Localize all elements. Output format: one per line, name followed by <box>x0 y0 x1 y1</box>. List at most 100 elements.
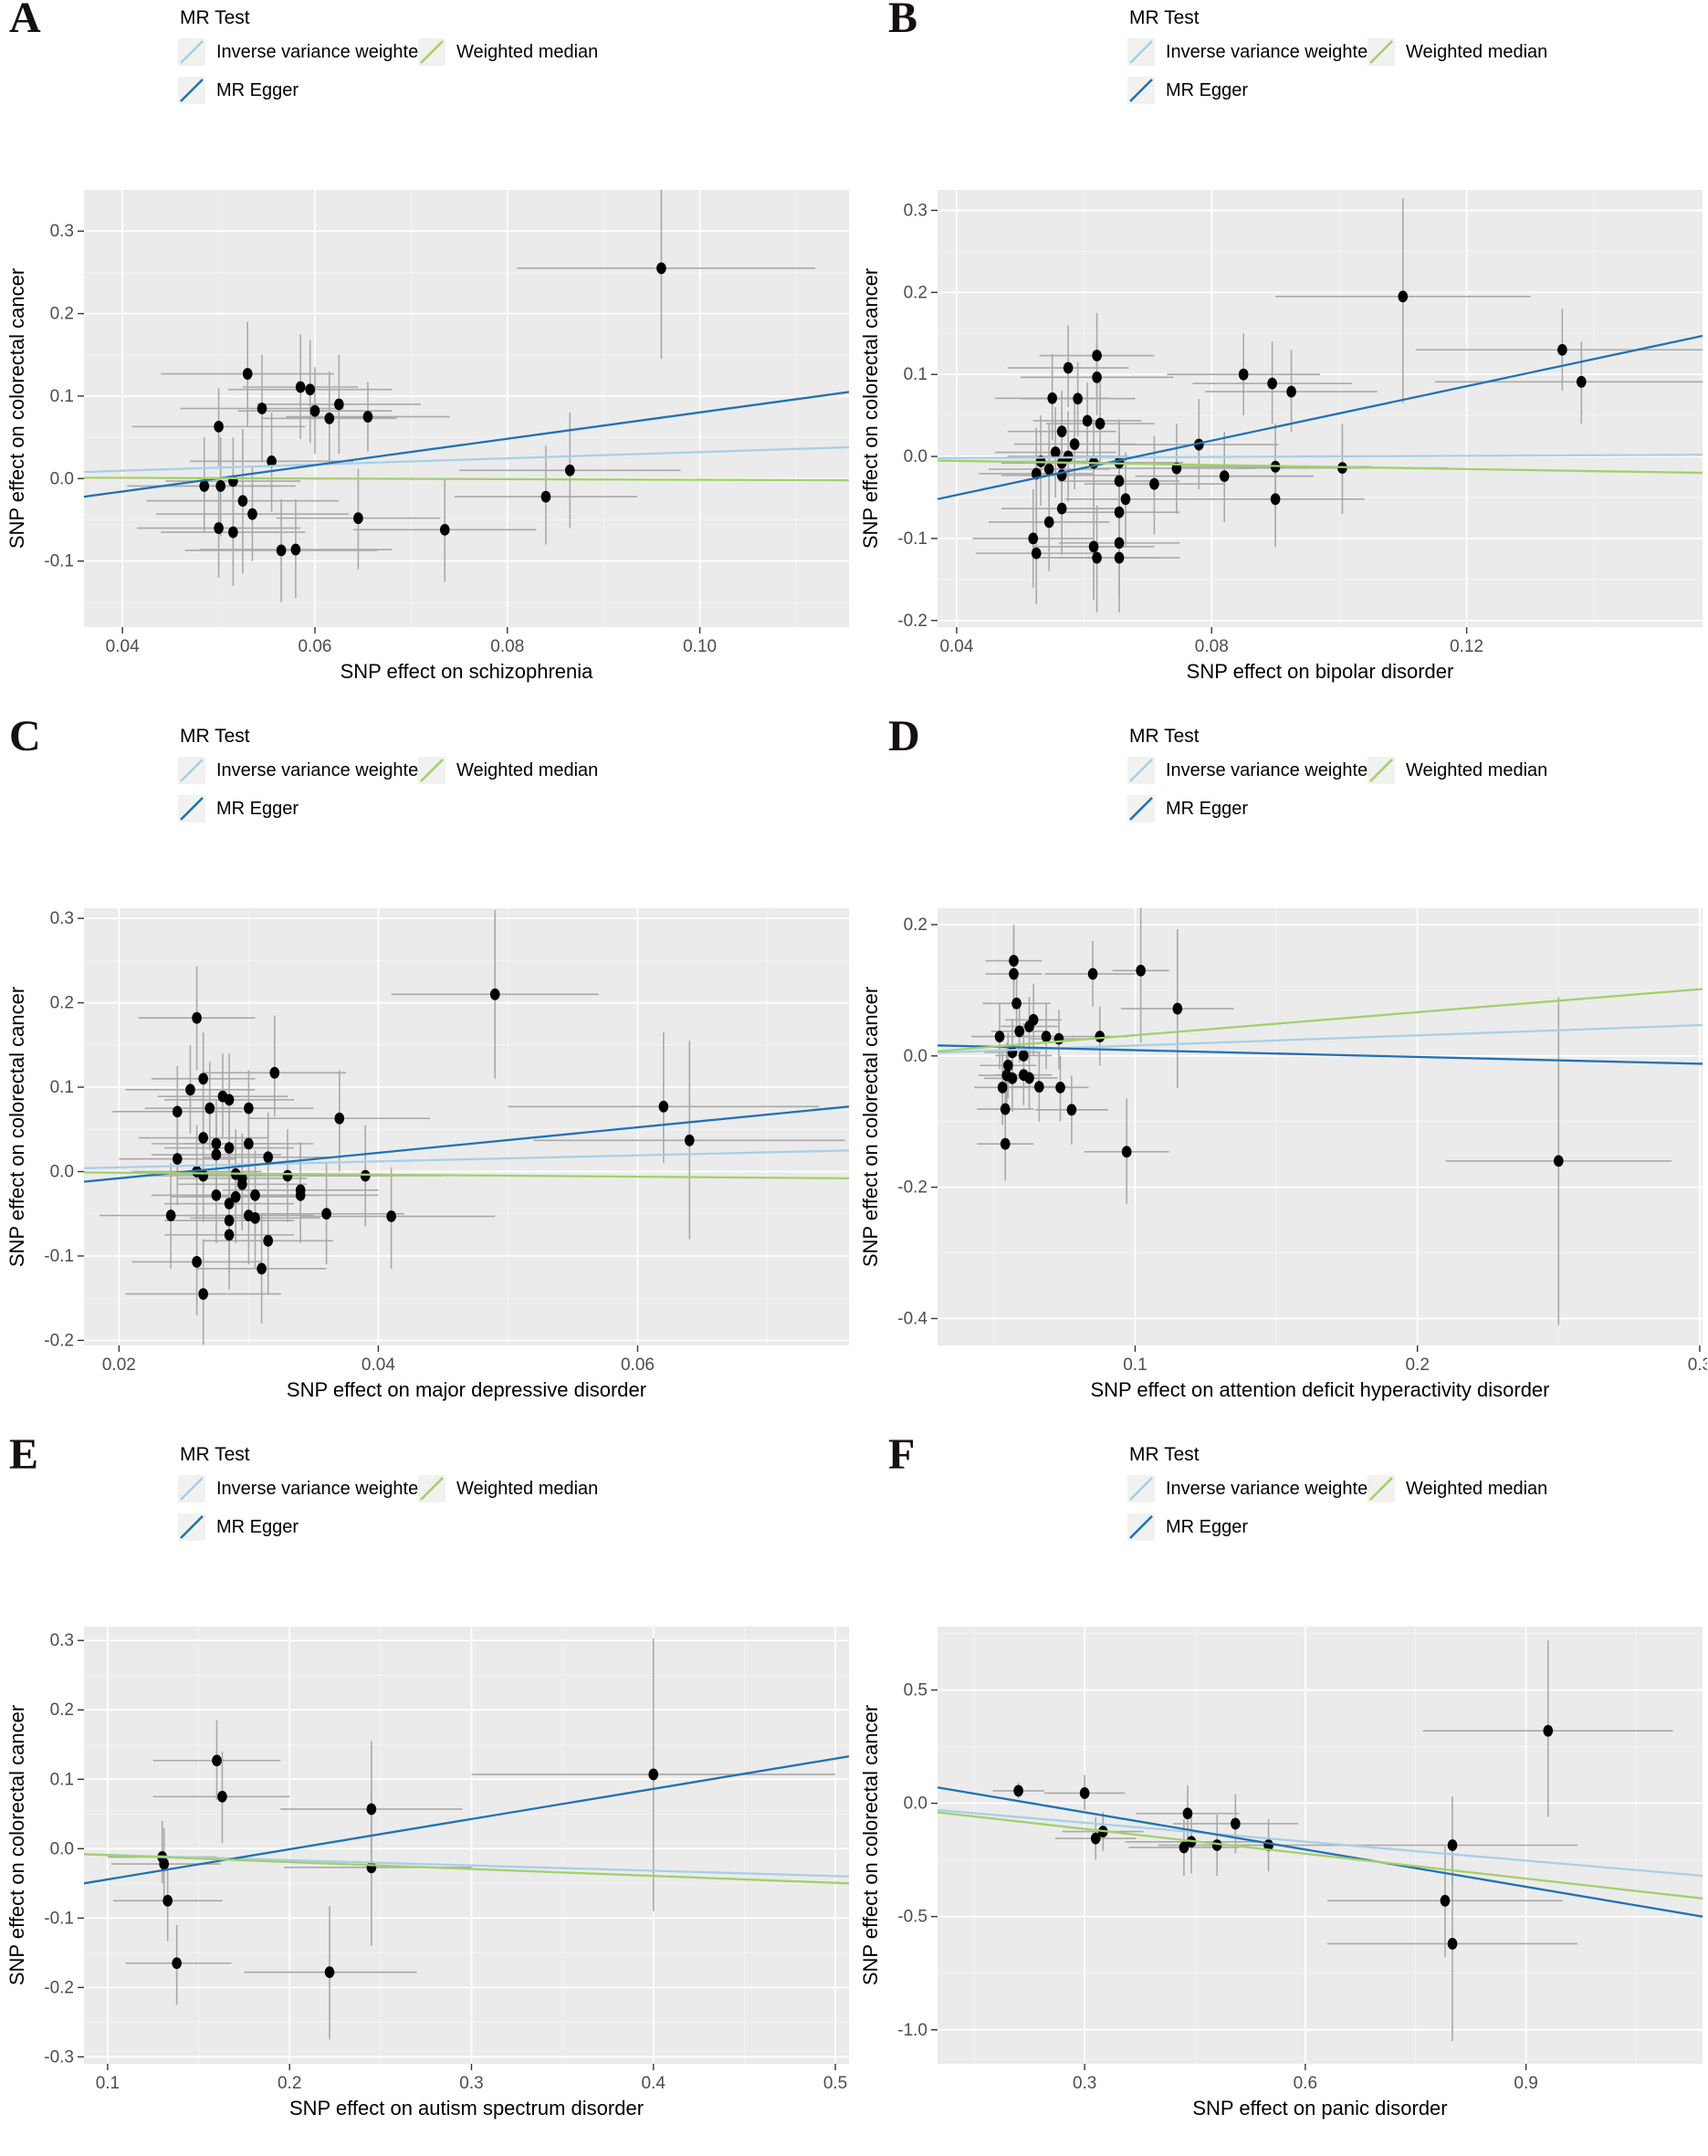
data-point <box>1082 414 1093 427</box>
data-point <box>1056 425 1067 438</box>
data-point <box>198 1132 208 1144</box>
y-tick-label: 0.0 <box>50 1163 74 1182</box>
regression-line-wm <box>938 459 1703 475</box>
regression-line-egger <box>938 1786 1703 1918</box>
data-points <box>165 988 695 1300</box>
y-tick-label: -0.2 <box>897 1178 927 1198</box>
mr-egger-line-key-icon <box>178 77 205 104</box>
y-tick-label: -0.3 <box>44 2047 74 2067</box>
data-point <box>1136 964 1146 977</box>
data-point <box>540 490 551 503</box>
data-point <box>1398 290 1409 303</box>
data-point <box>165 1209 176 1221</box>
data-point <box>215 480 225 492</box>
legend-label-egger: MR Egger <box>1166 798 1249 819</box>
legend-label-ivw: Inverse variance weighted <box>1166 41 1378 62</box>
data-point <box>1440 1894 1451 1907</box>
legend-label-egger: MR Egger <box>1166 1516 1249 1537</box>
legend-title: MR Test <box>1129 726 1200 747</box>
data-point <box>1172 1002 1183 1015</box>
legend-label-ivw: Inverse variance weighted <box>1166 759 1378 780</box>
data-point <box>172 1153 183 1166</box>
legend-label-egger: MR Egger <box>216 1516 299 1537</box>
y-tick-label: 0.3 <box>904 201 927 220</box>
y-tick-labels: -0.2 -0.1 0.0 0.1 0.2 0.3 <box>44 909 74 1350</box>
data-point <box>1114 506 1125 518</box>
data-point <box>1182 1807 1193 1820</box>
legend-item-weighted-median: Weighted median <box>418 1475 598 1502</box>
data-point <box>1194 438 1204 451</box>
mr-scatter-panel-A: A MR Test Inverse variance weighted Weig… <box>0 0 854 718</box>
data-point <box>257 1262 267 1275</box>
legend-label-egger: MR Egger <box>216 798 299 819</box>
data-point <box>269 1066 280 1079</box>
data-point <box>366 1803 377 1816</box>
plot-background <box>938 190 1703 627</box>
ivw-line-key-icon <box>178 757 205 784</box>
data-point <box>1090 1832 1101 1845</box>
data-point <box>236 1177 247 1190</box>
data-point <box>199 480 210 492</box>
ivw-line-key-icon <box>1127 757 1155 784</box>
data-point <box>237 495 248 508</box>
legend-item-mr-egger: MR Egger <box>178 1513 299 1541</box>
legend-item-mr-egger: MR Egger <box>178 795 299 822</box>
data-point <box>198 1073 208 1085</box>
scatter-plot-F: 0.3 0.6 0.9 -1.0 -0.5 0.0 0.5 SNP effect on pan… <box>859 1627 1703 2119</box>
mr-test-legend: MR Test Inverse variance weighted Weight… <box>178 1444 835 1558</box>
mr-scatter-panel-E: E MR Test Inverse variance weighted Weig… <box>0 1430 854 2156</box>
data-point <box>1024 1072 1034 1084</box>
data-point <box>224 1142 235 1155</box>
data-point <box>1003 1059 1013 1072</box>
legend-title: MR Test <box>1129 1444 1200 1465</box>
data-point <box>1007 1072 1018 1084</box>
data-point <box>1000 1103 1011 1115</box>
x-axis-title: SNP effect on panic disorder <box>1192 2097 1447 2119</box>
y-axis-title: SNP effect on colorectal cancer <box>5 268 28 549</box>
x-axis-title: SNP effect on bipolar disorder <box>1187 660 1454 683</box>
mr-egger-line-key-icon <box>1127 795 1155 822</box>
data-point <box>1553 1155 1564 1167</box>
data-point <box>309 404 320 417</box>
panel-letter: F <box>888 1430 916 1479</box>
y-tick-labels: -0.2 -0.1 0.0 0.1 0.2 0.3 <box>897 201 927 630</box>
data-points <box>1013 1724 1554 1950</box>
data-point <box>224 1229 235 1241</box>
panel-letter: E <box>9 1430 39 1479</box>
data-points <box>1028 290 1587 564</box>
x-tick-label: 0.4 <box>642 2074 666 2093</box>
y-tick-label: -0.1 <box>44 1247 74 1266</box>
data-point <box>242 368 253 380</box>
weighted-median-line-key-icon <box>418 757 445 784</box>
y-tick-label: -0.5 <box>897 1908 927 1927</box>
data-point <box>1211 1839 1222 1851</box>
data-point <box>211 1189 222 1201</box>
y-tick-label: 0.2 <box>50 305 74 324</box>
data-point <box>1014 1025 1024 1038</box>
data-point <box>1043 463 1054 476</box>
regression-lines <box>84 391 849 498</box>
legend-title: MR Test <box>180 1444 250 1465</box>
x-tick-labels: 0.3 0.6 0.9 <box>1073 2074 1538 2093</box>
x-tick-label: 0.10 <box>683 637 717 656</box>
mr-test-legend: MR Test Inverse variance weighted Weight… <box>1127 726 1708 840</box>
x-tick-label: 0.3 <box>1073 2074 1096 2093</box>
plot-background <box>84 908 849 1345</box>
regression-line-ivw <box>938 1808 1703 1878</box>
data-point <box>1041 1031 1052 1043</box>
minor-gridlines <box>938 190 1703 627</box>
x-tick-label: 0.06 <box>298 637 331 656</box>
regression-line-ivw <box>938 454 1703 460</box>
regression-line-egger <box>84 391 849 498</box>
major-gridlines <box>84 1627 849 2064</box>
data-point <box>1577 375 1587 388</box>
data-layer <box>84 190 849 602</box>
data-point <box>684 1134 695 1146</box>
data-point <box>1019 1050 1029 1062</box>
data-point <box>324 412 335 424</box>
data-point <box>1050 446 1061 458</box>
data-point <box>1543 1724 1554 1737</box>
legend-item-inverse-variance-weighted: Inverse variance weighted <box>1127 1475 1378 1502</box>
data-point <box>334 398 344 411</box>
